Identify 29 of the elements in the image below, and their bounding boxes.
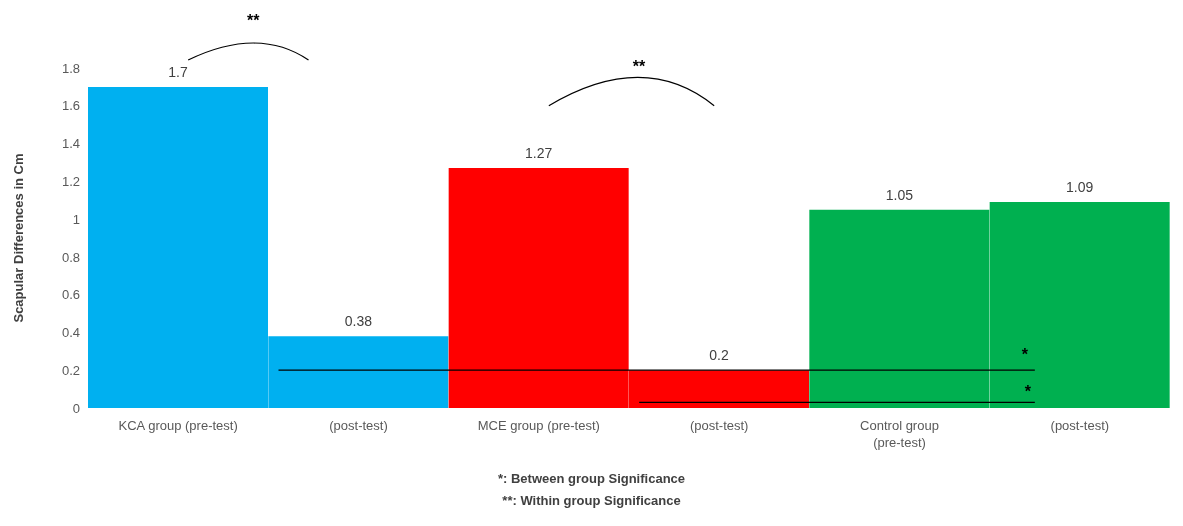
y-tick-label: 1.2 <box>61 173 80 189</box>
y-tick-label: 1.6 <box>61 98 80 114</box>
x-tick-label: (post-test) <box>689 418 749 433</box>
annotation: * <box>1021 346 1029 364</box>
data-label: 1.7 <box>168 63 188 80</box>
data-label: 1.09 <box>1066 179 1094 196</box>
x-tick-label: Control group (pre-test) <box>860 418 939 450</box>
y-tick-label: 0.8 <box>61 249 80 265</box>
data-label: 0.38 <box>344 313 373 330</box>
text: *: Between group Significance <box>496 470 687 488</box>
y-tick-label: 1.4 <box>61 136 80 152</box>
annotation: ** <box>632 57 646 75</box>
y-tick-label: 0.2 <box>61 362 80 378</box>
data-label: 1.05 <box>885 186 914 203</box>
annotation: * <box>1024 383 1032 401</box>
x-tick-label: KCA group (pre-test) <box>118 418 238 433</box>
y-tick-label: 1.8 <box>61 60 80 76</box>
text: **: Within group Significance <box>501 492 682 510</box>
data-label: 1.27 <box>525 145 553 162</box>
x-tick-label: MCE group (pre-test) <box>477 418 600 433</box>
y-tick-label: 1 <box>72 211 80 227</box>
data-label: 0.2 <box>709 347 729 364</box>
y-axis-title: Scapular Differences in Cm <box>10 153 26 323</box>
y-tick-label: 0.4 <box>61 325 80 341</box>
text: ** <box>247 12 261 29</box>
y-tick-label: 0.6 <box>61 287 80 303</box>
x-tick-label: (post-test) <box>329 418 388 433</box>
y-tick-label: 0 <box>72 400 80 416</box>
x-tick-label: (post-test) <box>1050 418 1110 433</box>
